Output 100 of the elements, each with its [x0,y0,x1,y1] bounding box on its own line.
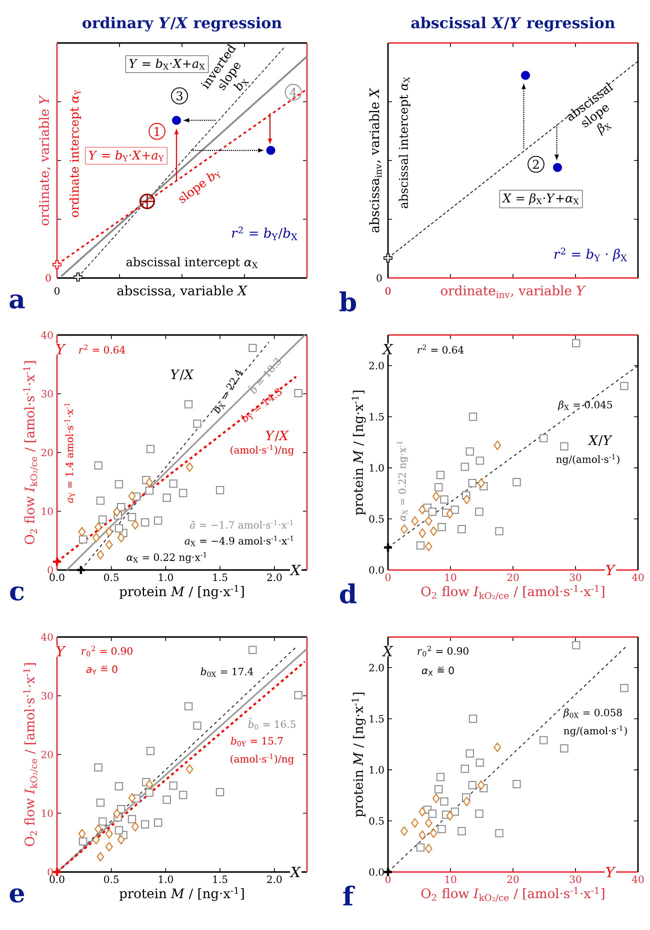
text: 3 [176,91,182,100]
point [78,837,88,846]
annotation: Y/X [266,430,289,442]
point [96,550,104,560]
annotation: r$_{0}$$^{2}$ = 0.90 [82,646,132,656]
point [382,542,394,553]
point [186,462,194,472]
point [430,828,438,838]
point [432,492,440,502]
point [145,788,154,797]
point [572,641,580,650]
text: r$^{2}$ = b$_{Y}$ · β$_{X}$ [554,248,627,262]
y-tick-label: 2.0 [369,362,384,370]
point [178,790,188,800]
point [52,556,62,567]
text: 4 [290,88,296,97]
annotation: r$^{2}$ = 0.64 [79,344,126,354]
point [140,820,150,829]
point [466,749,474,758]
point [94,763,102,772]
point [114,826,124,834]
text: O$_{2}$ flow I$_{kO₂/ce}$ / [amol·s$^{-1}$·x$^{-1}$] [23,663,38,846]
x-tick-label: 1.0 [158,876,173,884]
point [96,798,105,807]
point [162,494,171,502]
point [92,834,100,844]
point [416,541,425,550]
text: abscissal intercept α$_{X}$ [398,77,410,208]
text: O$_{2}$ flow I$_{kO₂/ce}$ / [amol·s$^{-1}$·x$^{-1}$] [23,361,38,544]
text: e [10,888,24,903]
point [468,479,476,488]
text: r$^{2}$ = b$_{Y}$/b$_{X}$ [232,226,298,240]
point [294,691,302,700]
point [117,834,125,844]
x-tick-label: 0.5 [104,876,119,884]
point [106,527,113,537]
point [178,488,188,498]
annotation: ā = −1.7 amol·s$^{-1}$·x$^{-1}$ [190,520,293,529]
annotation: α$_{X}$ = 0.22 ng·x$^{-1}$ [126,552,206,564]
y-tick-label: 0.5 [369,515,384,523]
annotation: ng/(amol·s$^{-1}$) [556,454,620,466]
point [96,496,105,505]
point [113,809,120,819]
text: 1 [154,126,160,136]
annotation: r$_{0}$$^{2}$ = 0.90 [418,646,468,656]
point [114,782,124,790]
point [186,764,194,774]
point [540,434,548,442]
text: abscissal intercept α$_{X}$ [126,257,258,269]
point [446,811,454,820]
point [418,528,426,538]
y-axis-title: protein M / [ng·x$^{-1}$] [352,390,366,516]
x-tick-label: 2.0 [267,876,282,884]
point [146,746,155,756]
y-tick-label: 1.5 [370,412,384,421]
point [466,447,474,456]
point [154,818,162,827]
annotation: b$_{0X}$ = 17.4 [200,668,254,677]
point [620,684,628,692]
point [468,781,476,790]
point [128,793,136,803]
x-tick-label: 1.0 [158,574,173,582]
text: 2 [532,160,539,169]
point [432,794,440,804]
point [162,796,171,804]
point [458,525,466,534]
text: 0 [54,287,60,295]
point [436,470,445,480]
point [424,542,432,552]
annotation: a$_{Y}$ ≝ 0 [86,665,118,675]
x-tick-label: 20 [507,574,519,582]
annotation: a$_{X}$ = −4.9 amol·s$^{-1}$·x$^{-1}$ [184,536,294,546]
point [400,524,408,534]
annotation: X [290,564,301,576]
annotation: Y [56,344,66,354]
point [106,829,113,839]
annotation: X [382,646,394,656]
text: abscissa, variable X [117,285,248,298]
y-tick-label: 1.0 [370,464,384,472]
point [475,810,484,818]
point [424,516,432,526]
point [169,782,178,790]
point [418,830,426,840]
point [78,527,86,537]
point [512,478,521,486]
text: f [343,886,355,906]
point [438,824,446,834]
point [418,505,426,514]
x-tick-label: 30 [570,876,582,884]
point [468,412,478,421]
x-axis-title: protein M / [ng·x$^{-1}$] [119,584,244,599]
text: abscissal X/Y regression [411,16,615,32]
y-tick-label: 20 [41,448,53,456]
point [94,824,102,834]
point [94,522,102,532]
point [78,829,86,839]
point [446,509,454,518]
point [428,810,436,818]
point [128,513,136,522]
point [436,772,445,782]
